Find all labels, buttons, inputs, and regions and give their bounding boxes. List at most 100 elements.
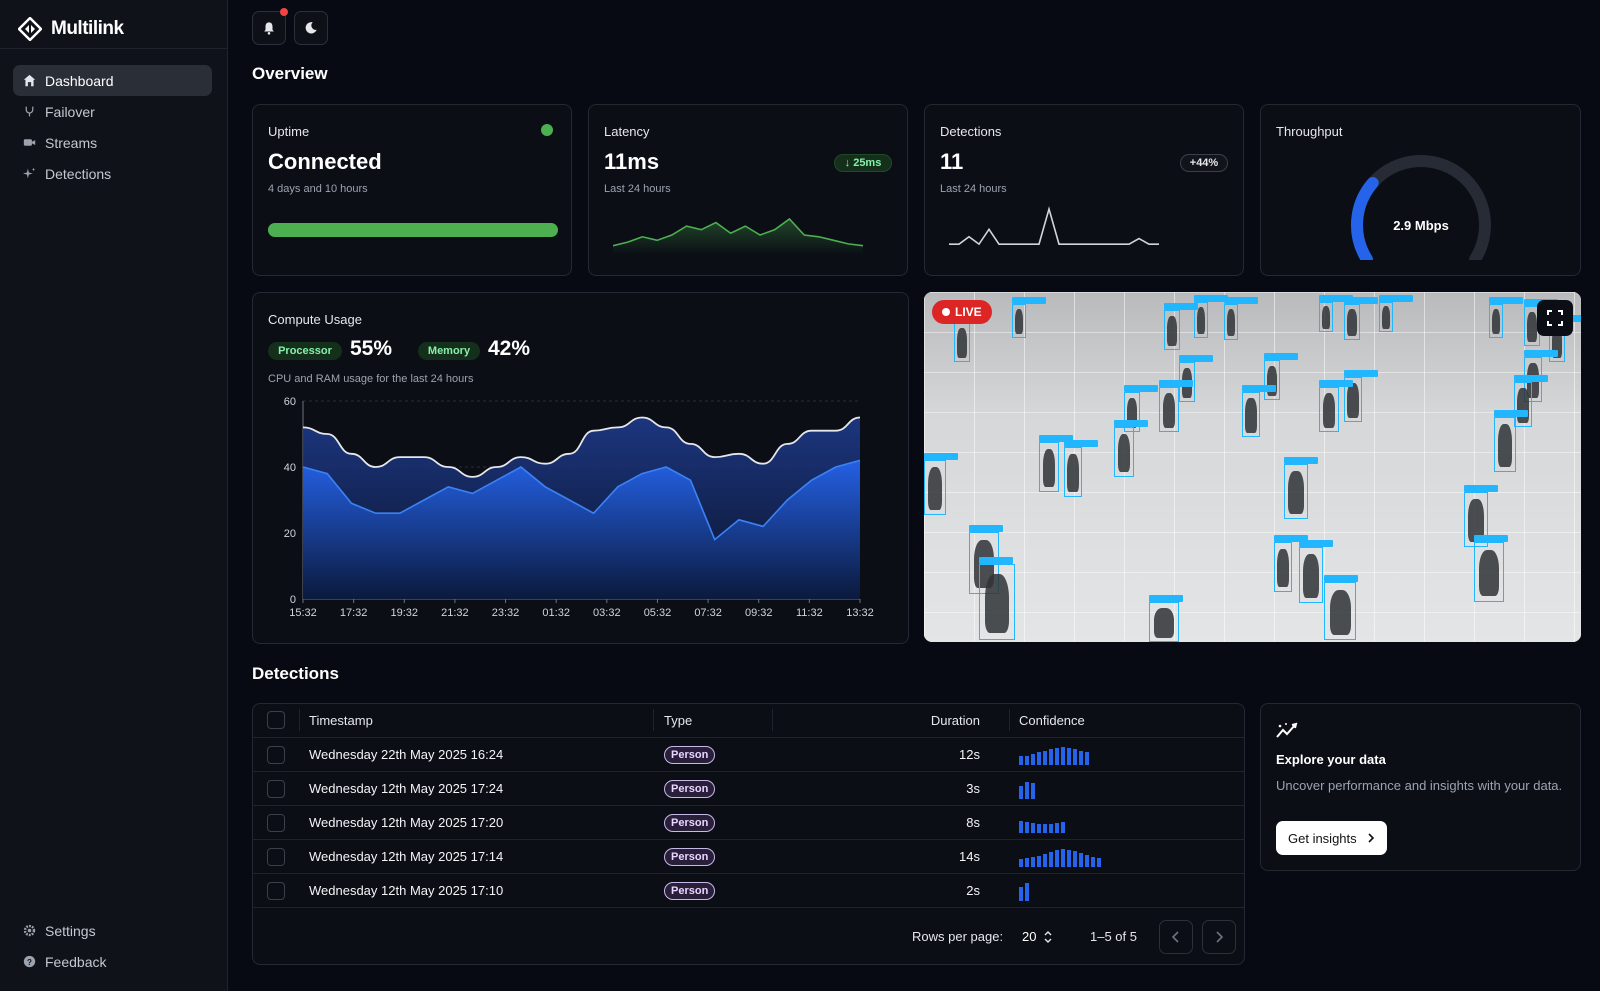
detection-label-tag bbox=[1524, 350, 1558, 357]
sidebar-item-label: Settings bbox=[45, 922, 96, 939]
sidebar-item-dashboard[interactable]: Dashboard bbox=[13, 65, 212, 96]
floor-line bbox=[924, 452, 1581, 453]
detection-label-tag bbox=[1344, 297, 1378, 304]
latency-sub: Last 24 hours bbox=[604, 183, 671, 195]
floor-line bbox=[924, 332, 1581, 333]
table-row[interactable]: Wednesday 22th May 2025 16:24 Person 12s bbox=[252, 737, 1245, 771]
detection-label-tag bbox=[1489, 297, 1523, 304]
row-checkbox[interactable] bbox=[267, 847, 285, 866]
fullscreen-button[interactable] bbox=[1537, 300, 1573, 336]
detections-section-title: Detections bbox=[252, 664, 339, 683]
chevron-updown-icon bbox=[1044, 930, 1052, 943]
floor-line bbox=[1274, 292, 1275, 642]
row-duration: 12s bbox=[959, 747, 980, 762]
table-row[interactable]: Wednesday 12th May 2025 17:14 Person 14s bbox=[252, 839, 1245, 873]
app-logo[interactable]: Multilink bbox=[18, 14, 124, 44]
column-header-type[interactable]: Type bbox=[664, 712, 693, 728]
sidebar-item-streams[interactable]: Streams bbox=[13, 127, 212, 158]
confidence-bar bbox=[1043, 853, 1047, 867]
series-area-memory bbox=[303, 460, 860, 599]
row-duration: 8s bbox=[966, 815, 980, 830]
confidence-bar bbox=[1085, 854, 1089, 867]
detections-sub: Last 24 hours bbox=[940, 183, 1007, 195]
theme-toggle-button[interactable] bbox=[294, 11, 328, 45]
detection-label-tag bbox=[1194, 295, 1228, 302]
confidence-bar bbox=[1019, 887, 1023, 901]
x-tick-label: 23:32 bbox=[492, 607, 520, 619]
confidence-bar bbox=[1019, 785, 1023, 799]
sidebar-item-failover[interactable]: Failover bbox=[13, 96, 212, 127]
confidence-bar bbox=[1085, 751, 1089, 765]
moon-icon bbox=[305, 22, 317, 34]
floor-line bbox=[924, 612, 1581, 613]
row-checkbox[interactable] bbox=[267, 881, 285, 900]
column-divider bbox=[772, 709, 773, 731]
detection-box bbox=[1159, 387, 1179, 432]
detection-box bbox=[1464, 492, 1488, 547]
type-badge: Person bbox=[664, 813, 716, 832]
row-timestamp: Wednesday 12th May 2025 17:20 bbox=[309, 815, 504, 830]
get-insights-button[interactable]: Get insights bbox=[1276, 821, 1387, 855]
column-header-confidence[interactable]: Confidence bbox=[1019, 712, 1085, 728]
type-badge: Person bbox=[664, 881, 716, 900]
x-tick-label: 03:32 bbox=[593, 607, 621, 619]
sidebar-item-label: Failover bbox=[45, 103, 95, 120]
sparkline-line bbox=[613, 217, 864, 247]
floor-line bbox=[924, 292, 1581, 293]
x-tick-label: 21:32 bbox=[441, 607, 469, 619]
previous-page-button[interactable] bbox=[1159, 920, 1193, 954]
confidence-bars bbox=[1019, 779, 1035, 799]
live-badge-label: LIVE bbox=[955, 305, 982, 319]
detection-box bbox=[1164, 310, 1180, 350]
floor-line bbox=[1574, 292, 1575, 642]
memory-badge: Memory bbox=[418, 342, 480, 360]
x-tick-label: 15:32 bbox=[289, 607, 317, 619]
get-insights-label: Get insights bbox=[1288, 830, 1357, 846]
table-row[interactable]: Wednesday 12th May 2025 17:24 Person 3s bbox=[252, 771, 1245, 805]
confidence-bar bbox=[1031, 856, 1035, 867]
select-all-checkbox[interactable] bbox=[267, 711, 285, 729]
stream-video-frame bbox=[924, 292, 1581, 642]
live-stream-panel[interactable]: LIVE bbox=[924, 292, 1581, 642]
confidence-bar bbox=[1091, 856, 1095, 867]
detection-label-tag bbox=[1299, 540, 1333, 547]
rows-per-page-select[interactable]: 20 bbox=[1022, 929, 1052, 944]
detection-label-tag bbox=[1179, 355, 1213, 362]
confidence-bar bbox=[1025, 755, 1029, 765]
detection-box bbox=[1012, 304, 1026, 338]
detection-label-tag bbox=[969, 525, 1003, 532]
next-page-button[interactable] bbox=[1202, 920, 1236, 954]
row-checkbox[interactable] bbox=[267, 779, 285, 798]
type-badge: Person bbox=[664, 847, 716, 866]
table-row[interactable]: Wednesday 12th May 2025 17:10 Person 2s bbox=[252, 873, 1245, 907]
detection-label-tag bbox=[1379, 295, 1413, 302]
row-timestamp: Wednesday 12th May 2025 17:24 bbox=[309, 781, 504, 796]
notifications-button[interactable] bbox=[252, 11, 286, 45]
column-header-duration[interactable]: Duration bbox=[930, 712, 980, 728]
confidence-bar bbox=[1067, 850, 1071, 867]
insights-body: Uncover performance and insights with yo… bbox=[1276, 778, 1563, 793]
gauge-track bbox=[1351, 155, 1491, 260]
status-indicator bbox=[541, 124, 553, 136]
detection-label-tag bbox=[1064, 440, 1098, 447]
trend-icon bbox=[1276, 722, 1298, 738]
type-badge: Person bbox=[664, 745, 716, 764]
detection-label-tag bbox=[1114, 420, 1148, 427]
row-checkbox[interactable] bbox=[267, 813, 285, 832]
sidebar-item-feedback[interactable]: ? Feedback bbox=[13, 946, 212, 977]
floor-line bbox=[1024, 292, 1025, 642]
confidence-bar bbox=[1031, 822, 1035, 833]
sidebar-item-detections[interactable]: Detections bbox=[13, 158, 212, 189]
floor-line bbox=[924, 372, 1581, 373]
sidebar-divider bbox=[0, 48, 228, 49]
throughput-card: Throughput 2.9 Mbps bbox=[1260, 104, 1581, 276]
floor-line bbox=[1374, 292, 1375, 642]
svg-text:?: ? bbox=[27, 958, 32, 967]
table-row[interactable]: Wednesday 12th May 2025 17:20 Person 8s bbox=[252, 805, 1245, 839]
confidence-bar bbox=[1061, 849, 1065, 867]
row-checkbox[interactable] bbox=[267, 745, 285, 764]
insights-card: Explore your data Uncover performance an… bbox=[1260, 703, 1581, 871]
detections-table-body: Timestamp Type Duration Confidence Wedne… bbox=[252, 703, 1245, 965]
sidebar-item-settings[interactable]: Settings bbox=[13, 915, 212, 946]
column-header-timestamp[interactable]: Timestamp bbox=[309, 712, 373, 728]
